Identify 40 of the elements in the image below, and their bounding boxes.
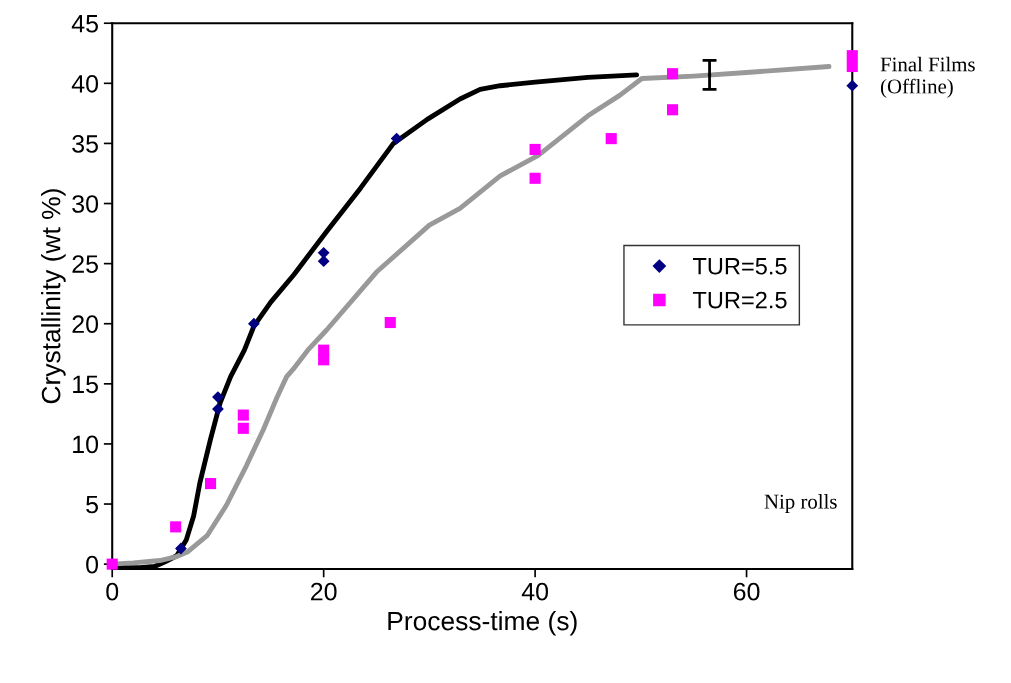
y-tick-label: 25 (72, 255, 98, 273)
x-axis-title: Process-time (s) (388, 610, 577, 636)
x-tick-label: 0 (106, 582, 119, 601)
point (318, 354, 330, 366)
y-tick-label: 40 (71, 74, 99, 93)
point (390, 132, 403, 145)
point (212, 403, 224, 415)
annotation: Final Films (Offline) (880, 56, 975, 98)
y-tick-label: 0 (86, 555, 99, 574)
point (605, 133, 617, 145)
y-tick-label: 30 (72, 195, 99, 213)
point (247, 317, 260, 330)
point (170, 521, 182, 533)
y-axis-title: Crystallinity (wt %) (41, 189, 66, 404)
point (846, 50, 858, 62)
point (237, 409, 249, 421)
y-tick-label: 20 (72, 315, 99, 334)
point (666, 68, 679, 80)
y-tick-label: 45 (71, 15, 98, 33)
point (846, 60, 858, 73)
legend-label: TUR=5.5 (692, 258, 787, 275)
y-tick-label: 10 (73, 435, 99, 454)
point (106, 558, 118, 570)
annotation: Nip rolls (764, 494, 837, 513)
point (384, 316, 396, 329)
y-tick-label: 15 (73, 375, 98, 394)
x-tick-label: 40 (521, 582, 549, 601)
x-tick-label: 60 (733, 582, 760, 601)
point (529, 172, 541, 184)
point (204, 478, 217, 490)
point (666, 104, 679, 116)
y-tick-label: 5 (86, 495, 98, 514)
point (175, 542, 187, 555)
point (237, 422, 249, 434)
point (707, 73, 712, 77)
point (529, 143, 541, 155)
point (846, 79, 859, 92)
legend-label: TUR=2.5 (692, 291, 787, 309)
y-tick-label: 35 (72, 135, 98, 153)
x-tick-label: 20 (311, 582, 337, 601)
